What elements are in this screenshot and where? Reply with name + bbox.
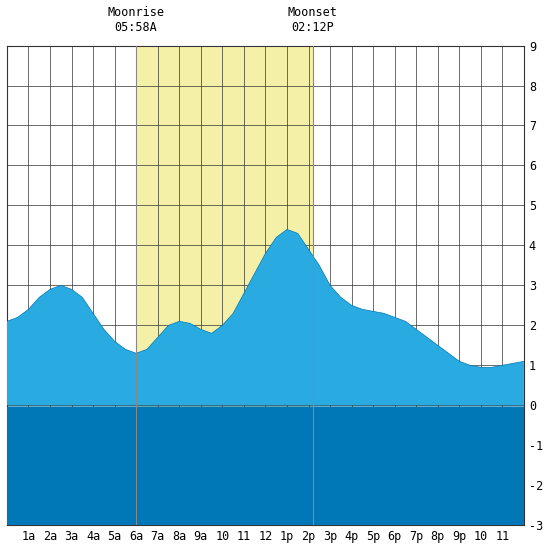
Bar xyxy=(135,46,313,525)
Text: Moonrise
05:58A: Moonrise 05:58A xyxy=(107,6,164,34)
Text: Moonset
02:12P: Moonset 02:12P xyxy=(288,6,338,34)
